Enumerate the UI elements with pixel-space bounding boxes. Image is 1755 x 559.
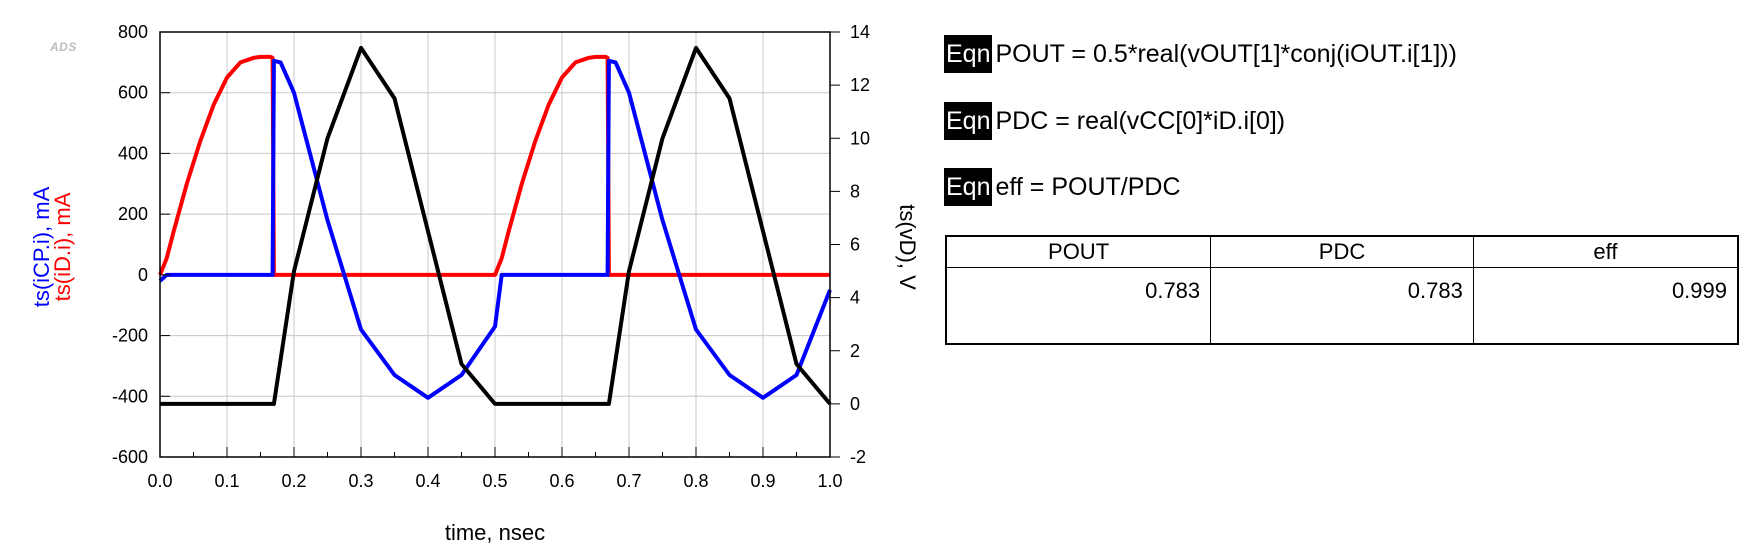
y-tick-label: 800 [118,22,148,42]
eqn-tag: Eqn [944,168,993,206]
y2-tick-label: 8 [850,181,860,201]
column-header-eff: eff [1472,235,1739,268]
series-line-tsicpi [158,58,832,400]
x-tick-label: 0.0 [147,471,172,491]
column-header-pdc: PDC [1210,235,1474,268]
equation-eff[interactable]: Eqn eff = POUT/PDC [944,168,1181,206]
x-tick-label: 1.0 [817,471,842,491]
y2-axis-label: ts(vD), V [895,204,920,290]
x-tick-label: 0.3 [348,471,373,491]
transient-plot: 0.0 0.1 0.2 0.3 0.4 0.5 0.6 0.7 0.8 0.9 1.0 -600 -40… [29,22,920,545]
cell-pout: 0.783 [945,267,1212,344]
y-tick-label: 0 [138,265,148,285]
x-axis-label: time, nsec [445,520,545,545]
y-tick-label: -600 [112,447,148,467]
eqn-tag: Eqn [944,102,993,140]
x-tick-label: 0.9 [750,471,775,491]
y2-tick-label: 6 [850,235,860,255]
y2-tick-label: -2 [850,447,866,467]
equation-pdc[interactable]: Eqn PDC = real(vCC[0]*iD.i[0]) [944,102,1285,140]
table-row: 0.783 0.783 0.999 [945,267,1739,344]
column-header-pout: POUT [945,235,1212,268]
x-tick-label: 0.6 [549,471,574,491]
y2-tick-label: 4 [850,288,860,308]
equation-text: POUT = 0.5*real(vOUT[1]*conj(iOUT.i[1])) [995,39,1457,68]
equation-pout[interactable]: Eqn POUT = 0.5*real(vOUT[1]*conj(iOUT.i[… [944,35,1457,73]
plot-frame [159,31,831,458]
y-tick-label: 600 [118,83,148,103]
x-tick-label: 0.8 [683,471,708,491]
series-lines [158,45,832,406]
x-tick-label: 0.1 [214,471,239,491]
equation-text: eff = POUT/PDC [995,172,1181,201]
cell-eff: 0.999 [1472,267,1739,344]
y2-tick-label: 0 [850,394,860,414]
x-tick-label: 0.5 [482,471,507,491]
x-tick-label: 0.2 [281,471,306,491]
y-tick-label: -400 [112,386,148,406]
y2-tick-label: 14 [850,22,870,42]
y-tick-label: 200 [118,204,148,224]
y2-tick-label: 12 [850,75,870,95]
eqn-tag: Eqn [944,35,993,73]
y-axis-label-icp: ts(iCP.i), mA [29,186,54,307]
series-line-tsidi [158,54,830,277]
y-axis-label-id: ts(iD.i), mA [50,192,75,301]
table-header-row: POUT PDC eff [945,235,1739,268]
x-tick-label: 0.7 [616,471,641,491]
y2-tick-label: 10 [850,128,870,148]
x-tick-label: 0.4 [415,471,440,491]
y-tick-label: -200 [112,326,148,346]
y2-tick-label: 2 [850,341,860,361]
cell-pdc: 0.783 [1210,267,1474,344]
ads-logo: ADS [50,40,77,54]
y-tick-label: 400 [118,143,148,163]
results-table: POUT PDC eff 0.783 0.783 0.999 [945,235,1739,345]
axis-ticks: 0.0 0.1 0.2 0.3 0.4 0.5 0.6 0.7 0.8 0.9 1.0 -600 -40… [112,22,870,491]
series-line-tsvd [160,45,832,406]
equation-text: PDC = real(vCC[0]*iD.i[0]) [995,106,1286,135]
